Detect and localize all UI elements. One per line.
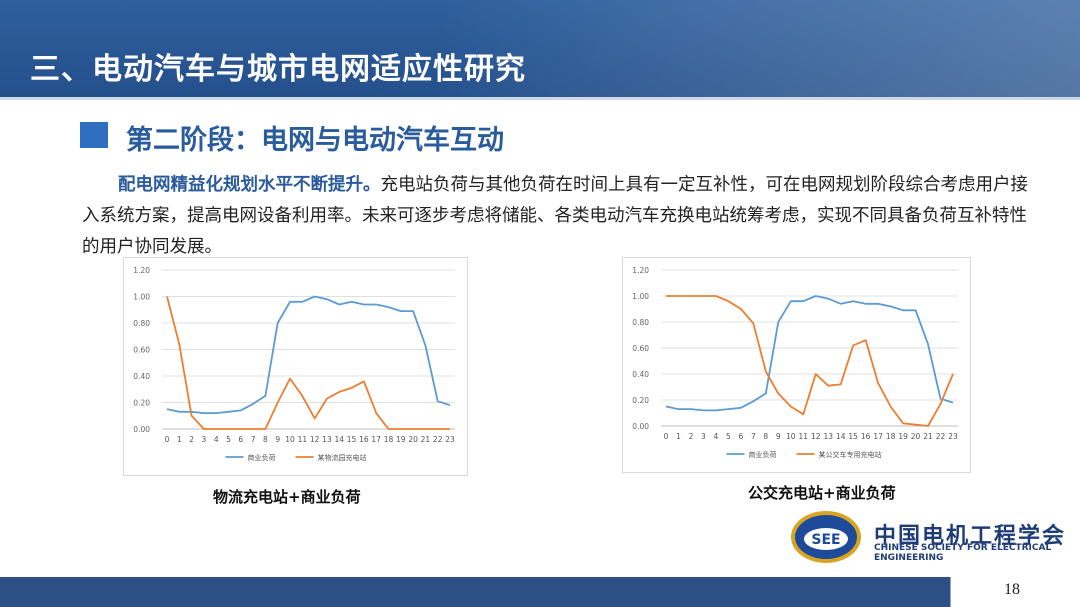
x-tick-label: 6 bbox=[238, 435, 243, 444]
legend-label-1: 某公交车专用充电站 bbox=[819, 450, 882, 459]
x-tick-label: 17 bbox=[371, 435, 381, 444]
x-tick-label: 15 bbox=[848, 432, 858, 441]
x-tick-label: 7 bbox=[251, 435, 256, 444]
x-tick-label: 0 bbox=[165, 435, 170, 444]
y-tick-label: 1.00 bbox=[133, 293, 150, 302]
org-name-en: CHINESE SOCIETY FOR ELECTRICAL ENGINEERI… bbox=[874, 543, 1052, 563]
logistics-chart-svg: 0.000.200.400.600.801.001.200 1 2 3 4 5 6 7 8 9 10… bbox=[133, 266, 455, 462]
x-tick-label: 16 bbox=[861, 432, 871, 441]
series-line-0 bbox=[665, 295, 954, 412]
highlight-text: 配电网精益化规划水平不断提升。 bbox=[118, 175, 381, 195]
logo-text: SEE bbox=[811, 532, 840, 548]
x-tick-label: 7 bbox=[751, 432, 756, 441]
x-tick-label: 9 bbox=[776, 432, 781, 441]
org-name-cn: 中国电机工程学会 bbox=[874, 524, 1067, 549]
x-tick-label: 12 bbox=[310, 435, 320, 444]
x-tick-label: 20 bbox=[408, 435, 418, 444]
x-tick-label: 20 bbox=[911, 432, 921, 441]
y-tick-label: 0.60 bbox=[632, 344, 649, 353]
x-tick-label: 12 bbox=[811, 432, 821, 441]
y-tick-label: 1.20 bbox=[133, 266, 150, 275]
x-tick-label: 23 bbox=[445, 435, 455, 444]
x-tick-label: 16 bbox=[359, 435, 369, 444]
x-tick-label: 18 bbox=[384, 435, 394, 444]
header-bar: 三、电动汽车与城市电网适应性研究 bbox=[0, 0, 1080, 97]
legend-label-0: 商业负荷 bbox=[248, 453, 276, 462]
bus-chart-svg: 0.000.200.400.600.801.001.200 1 2 3 4 5 6 7 8 9 10… bbox=[632, 266, 958, 459]
header-divider bbox=[0, 97, 1080, 100]
x-tick-label: 8 bbox=[763, 432, 768, 441]
x-tick-label: 13 bbox=[322, 435, 332, 444]
body-text: 充电站负荷与其他负荷在时间上具有一定互补性，可在电网规划阶段综合考虑用户接入系统… bbox=[82, 175, 1028, 257]
y-tick-label: 0.80 bbox=[133, 319, 150, 328]
x-tick-label: 4 bbox=[714, 432, 719, 441]
x-tick-label: 1 bbox=[177, 435, 182, 444]
x-tick-label: 9 bbox=[275, 435, 280, 444]
x-tick-label: 14 bbox=[334, 435, 344, 444]
x-tick-label: 5 bbox=[226, 435, 231, 444]
x-tick-label: 19 bbox=[898, 432, 908, 441]
x-tick-label: 19 bbox=[396, 435, 406, 444]
x-tick-label: 2 bbox=[689, 432, 694, 441]
y-tick-label: 0.00 bbox=[632, 422, 649, 431]
series-line-1 bbox=[666, 295, 954, 427]
y-tick-label: 0.20 bbox=[632, 396, 649, 405]
x-tick-label: 14 bbox=[836, 432, 846, 441]
x-tick-label: 11 bbox=[298, 435, 308, 444]
logistics-chart: 0.00 0.20 0.40 0.60 0.80 1.00 1.20 0 1 2 3 4 5 6 7 8 9 10… bbox=[123, 257, 468, 476]
square-bullet-icon bbox=[80, 122, 108, 148]
section-subtitle: 第二阶段：电网与电动汽车互动 bbox=[126, 125, 504, 156]
y-tick-label: 0.40 bbox=[632, 370, 649, 379]
x-tick-label: 11 bbox=[798, 432, 808, 441]
logistics-chart-caption: 物流充电站+商业负荷 bbox=[213, 488, 361, 506]
series-line-0 bbox=[166, 295, 451, 415]
y-tick-label: 0.00 bbox=[133, 425, 150, 434]
body-paragraph: 配电网精益化规划水平不断提升。充电站负荷与其他负荷在时间上具有一定互补性，可在电… bbox=[82, 170, 1042, 263]
x-tick-label: 21 bbox=[923, 432, 933, 441]
x-tick-label: 15 bbox=[347, 435, 357, 444]
x-tick-label: 0 bbox=[664, 432, 669, 441]
x-tick-label: 3 bbox=[202, 435, 207, 444]
y-tick-label: 0.40 bbox=[133, 372, 150, 381]
x-tick-label: 6 bbox=[738, 432, 743, 441]
footer-bar bbox=[0, 577, 1080, 607]
legend-label-0: 商业负荷 bbox=[749, 450, 777, 459]
y-tick-label: 1.20 bbox=[632, 266, 649, 275]
x-tick-label: 8 bbox=[263, 435, 268, 444]
series-line-1 bbox=[166, 296, 450, 430]
x-tick-label: 5 bbox=[726, 432, 731, 441]
y-tick-label: 0.60 bbox=[133, 346, 150, 355]
bus-chart-caption: 公交充电站+商业负荷 bbox=[748, 484, 896, 502]
y-tick-label: 0.20 bbox=[133, 399, 150, 408]
page-number: 18 bbox=[1004, 581, 1020, 598]
page-title: 三、电动汽车与城市电网适应性研究 bbox=[30, 52, 526, 87]
x-tick-label: 23 bbox=[948, 432, 958, 441]
x-tick-label: 2 bbox=[189, 435, 194, 444]
x-tick-label: 22 bbox=[936, 432, 946, 441]
y-tick-label: 1.00 bbox=[632, 292, 649, 301]
x-tick-label: 3 bbox=[701, 432, 706, 441]
see-logo: SEE bbox=[791, 511, 861, 563]
y-tick-label: 0.80 bbox=[632, 318, 649, 327]
x-tick-label: 1 bbox=[676, 432, 681, 441]
x-tick-label: 13 bbox=[823, 432, 833, 441]
x-tick-label: 18 bbox=[886, 432, 896, 441]
x-tick-label: 4 bbox=[214, 435, 219, 444]
x-tick-label: 21 bbox=[421, 435, 431, 444]
bus-chart: 0.00 0.20 0.40 0.60 0.80 1.00 1.20 0 1 2 3 4 5 6 7 8 9 10… bbox=[622, 257, 971, 473]
header-shine bbox=[440, 0, 1080, 97]
legend-label-1: 某物流园充电站 bbox=[318, 453, 367, 462]
x-tick-label: 10 bbox=[285, 435, 295, 444]
x-tick-label: 10 bbox=[786, 432, 796, 441]
x-tick-label: 22 bbox=[433, 435, 443, 444]
x-tick-label: 17 bbox=[873, 432, 883, 441]
